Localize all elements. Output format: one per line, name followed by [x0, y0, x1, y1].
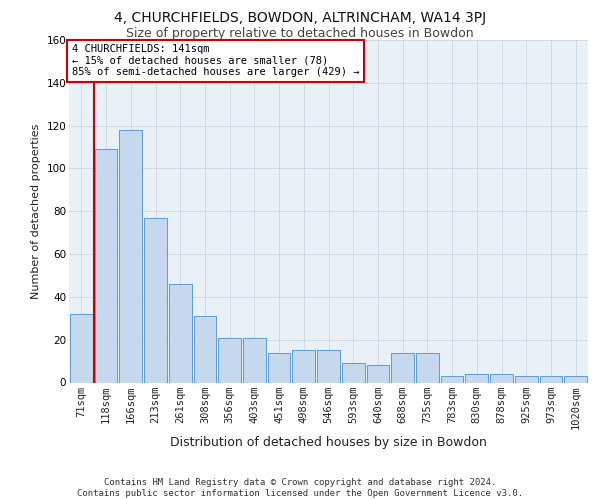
Bar — [416, 352, 439, 382]
Y-axis label: Number of detached properties: Number of detached properties — [31, 124, 41, 299]
Text: Contains HM Land Registry data © Crown copyright and database right 2024.
Contai: Contains HM Land Registry data © Crown c… — [77, 478, 523, 498]
Bar — [243, 338, 266, 382]
Bar — [564, 376, 587, 382]
Bar — [466, 374, 488, 382]
Text: 4, CHURCHFIELDS, BOWDON, ALTRINCHAM, WA14 3PJ: 4, CHURCHFIELDS, BOWDON, ALTRINCHAM, WA1… — [114, 11, 486, 25]
Bar — [144, 218, 167, 382]
Bar — [292, 350, 315, 382]
Bar — [218, 338, 241, 382]
Bar — [342, 363, 365, 382]
Bar — [367, 366, 389, 382]
Bar — [539, 376, 562, 382]
Bar — [317, 350, 340, 382]
Bar — [515, 376, 538, 382]
X-axis label: Distribution of detached houses by size in Bowdon: Distribution of detached houses by size … — [170, 436, 487, 449]
Bar — [268, 352, 290, 382]
Bar — [490, 374, 513, 382]
Bar — [95, 149, 118, 382]
Text: Size of property relative to detached houses in Bowdon: Size of property relative to detached ho… — [126, 27, 474, 40]
Bar — [70, 314, 93, 382]
Bar — [119, 130, 142, 382]
Bar — [169, 284, 191, 382]
Bar — [194, 316, 216, 382]
Bar — [391, 352, 414, 382]
Text: 4 CHURCHFIELDS: 141sqm
← 15% of detached houses are smaller (78)
85% of semi-det: 4 CHURCHFIELDS: 141sqm ← 15% of detached… — [72, 44, 359, 78]
Bar — [441, 376, 463, 382]
